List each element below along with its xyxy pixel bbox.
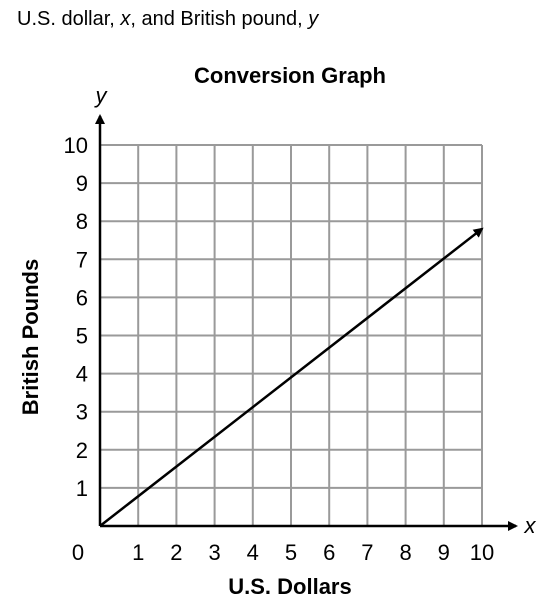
- chart-title: Conversion Graph: [194, 63, 386, 88]
- y-tick-label: 3: [76, 400, 88, 425]
- axes: [100, 116, 516, 526]
- x-axis-label: U.S. Dollars: [228, 574, 351, 599]
- x-tick-label: 1: [132, 540, 144, 565]
- x-tick-label: 3: [208, 540, 220, 565]
- y-tick-label: 10: [64, 133, 88, 158]
- y-tick-label: 6: [76, 285, 88, 310]
- x-tick-label: 7: [361, 540, 373, 565]
- x-tick-label: 9: [438, 540, 450, 565]
- grid: [100, 145, 482, 526]
- x-tick-label: 10: [470, 540, 494, 565]
- y-tick-label: 1: [76, 476, 88, 501]
- y-axis-label: British Pounds: [18, 259, 43, 415]
- y-tick-label: 9: [76, 171, 88, 196]
- y-tick-label: 5: [76, 324, 88, 349]
- x-axis-var: x: [524, 513, 537, 538]
- y-tick-label: 7: [76, 247, 88, 272]
- y-tick-label: 2: [76, 438, 88, 463]
- tick-labels: 1 2 3 4 5 6 7 8 9 10 1 2 3 4 5 6 7 8 9 10: [64, 133, 495, 565]
- x-tick-label: 6: [323, 540, 335, 565]
- x-tick-label: 8: [399, 540, 411, 565]
- origin-label: 0: [72, 540, 84, 565]
- x-tick-label: 2: [170, 540, 182, 565]
- y-axis-var: y: [94, 83, 109, 108]
- axis-labels: Conversion Graph U.S. Dollars British Po…: [18, 63, 537, 599]
- x-tick-label: 5: [285, 540, 297, 565]
- y-tick-label: 4: [76, 362, 88, 387]
- x-tick-label: 4: [247, 540, 259, 565]
- y-tick-label: 8: [76, 209, 88, 234]
